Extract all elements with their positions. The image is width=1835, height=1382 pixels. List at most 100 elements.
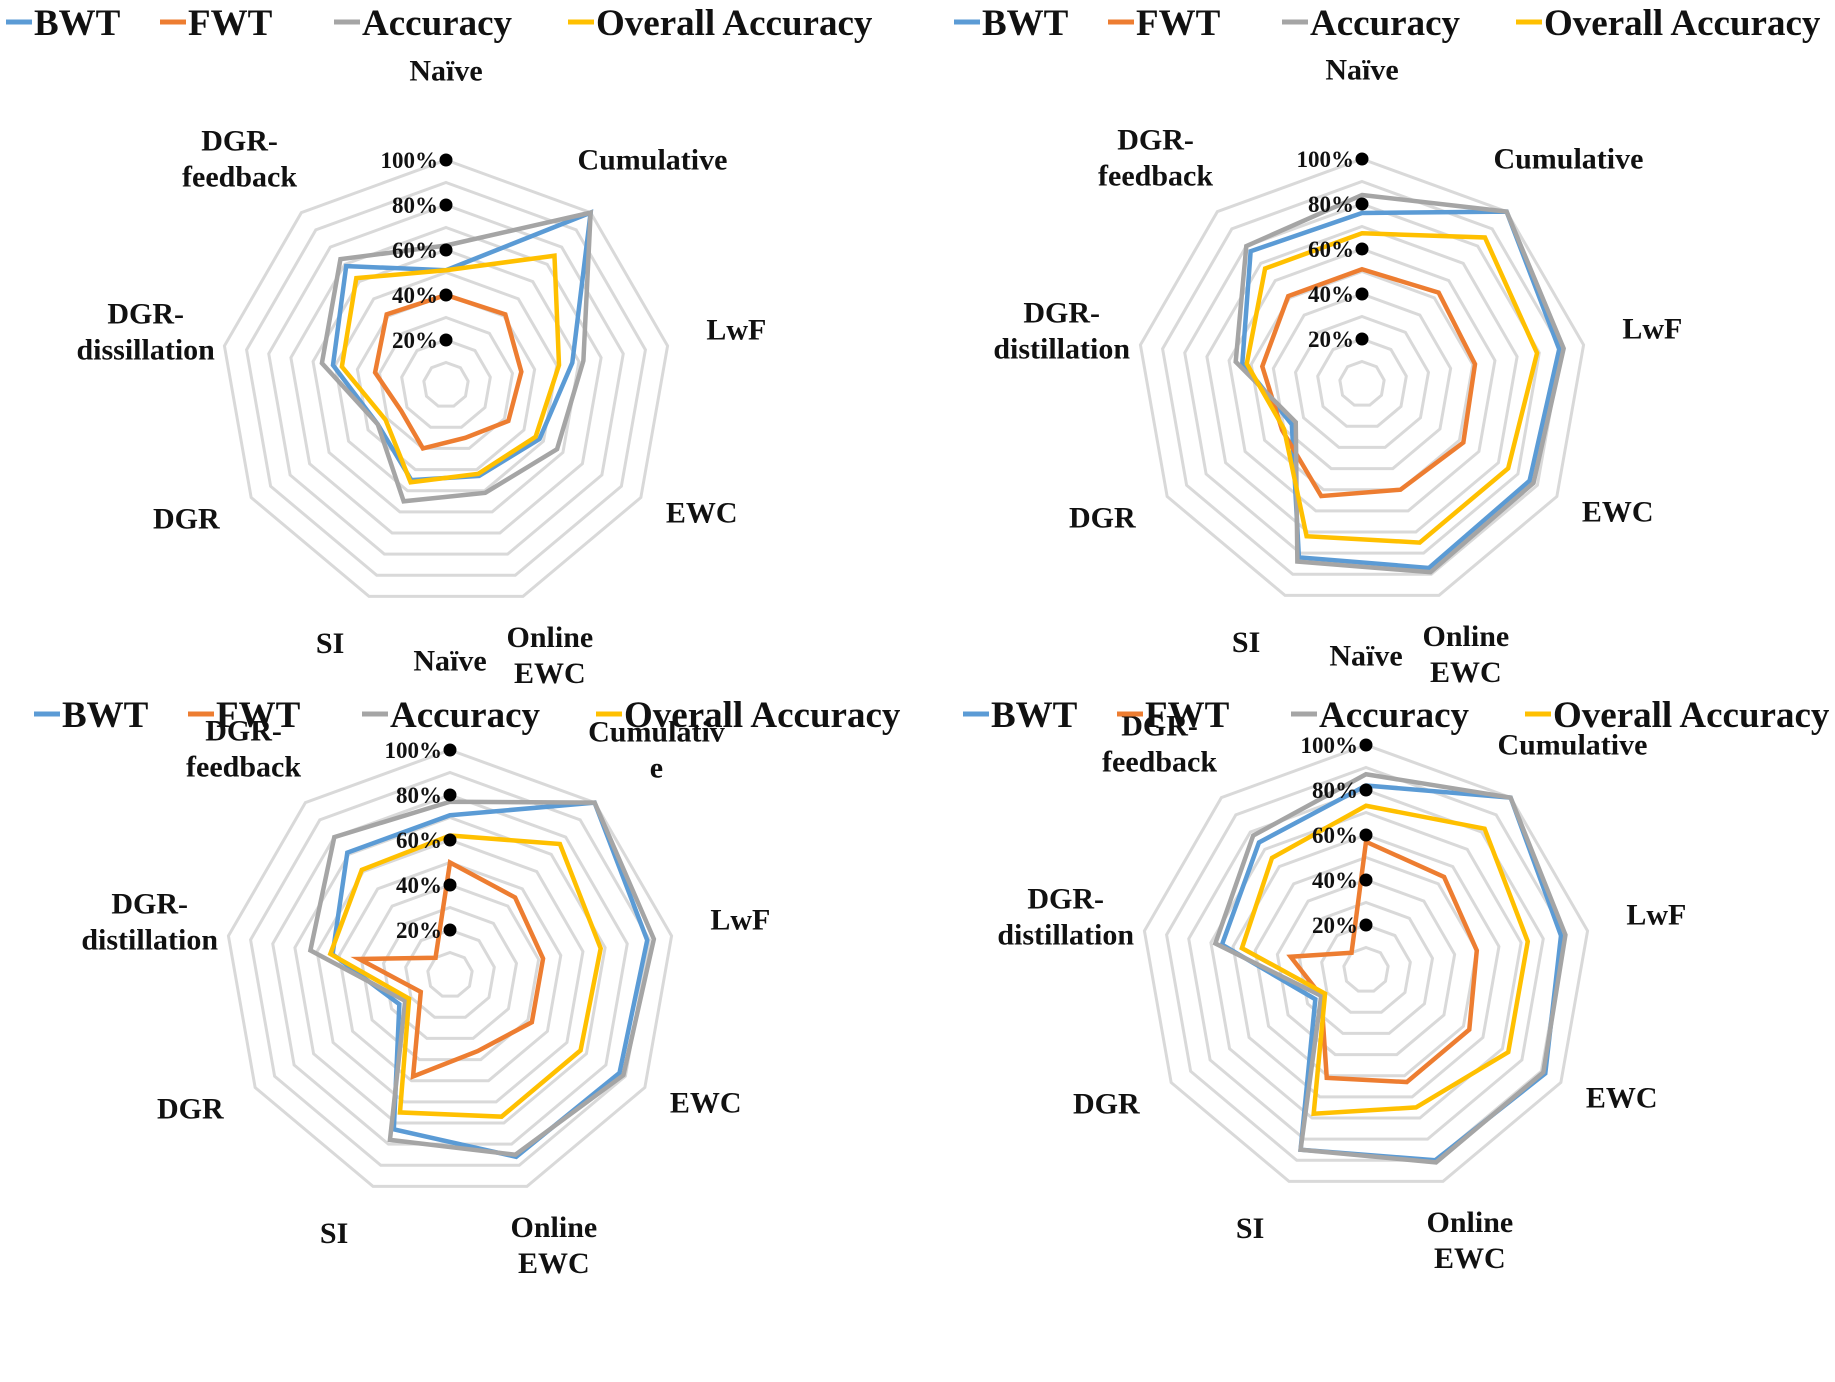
category-label-na-ve: Naïve <box>1329 640 1402 673</box>
category-label-online-ewc: Online EWC <box>1423 620 1510 689</box>
legend-item-accuracy: Accuracy <box>1282 3 1460 44</box>
tick-label: 80% <box>1308 192 1354 217</box>
series-overall-accuracy <box>339 253 562 485</box>
category-label-na-ve: Naïve <box>409 55 482 88</box>
grid-ring <box>1227 247 1497 513</box>
legend-label: Overall Accuracy <box>1544 3 1821 44</box>
tick-marker <box>443 923 457 937</box>
radar-chart-1: 20% 40% 60% 80% 100% Naïve Cumulative LwF EWC Onl… <box>6 3 873 690</box>
legend-item-fwt: FWT <box>1117 695 1230 736</box>
series-fwt <box>350 859 546 1080</box>
radar-grid <box>226 748 674 1188</box>
category-label-na-ve: Naïve <box>1325 54 1398 87</box>
tick-label: 20% <box>392 328 438 353</box>
tick-marker <box>1355 152 1369 166</box>
legend-item-overall-accuracy: Overall Accuracy <box>568 3 873 44</box>
radar-grid <box>1138 157 1586 597</box>
series-fwt <box>372 292 524 452</box>
legend-item-fwt: FWT <box>1108 3 1221 44</box>
category-label-dgr-feedback: DGR-feedback <box>1098 124 1213 193</box>
tick-marker <box>1359 873 1373 887</box>
tick-marker <box>439 333 453 347</box>
tick-marker <box>1359 828 1373 842</box>
category-label-dgr: DGR <box>153 502 220 535</box>
category-label-lwf: LwF <box>1626 898 1686 931</box>
legend-item-bwt: BWT <box>6 3 121 44</box>
category-label-cumulative: Cumulative <box>577 144 727 177</box>
category-label-ewc: EWC <box>670 1086 742 1119</box>
tick-label: 20% <box>1308 327 1354 352</box>
category-label-ewc: EWC <box>1582 495 1654 528</box>
category-label-cumulative: Cumulative <box>1497 729 1647 762</box>
legend-label: Overall Accuracy <box>596 3 873 44</box>
series-accuracy <box>1212 771 1568 1165</box>
legend: BWT FWT Accuracy Overall Accuracy <box>6 3 873 44</box>
grid-ring <box>1338 359 1386 407</box>
tick-label: 100% <box>381 148 439 173</box>
legend-item-bwt: BWT <box>954 3 1069 44</box>
tick-label: 60% <box>1308 237 1354 262</box>
category-label-si: SI <box>1232 626 1260 659</box>
legend: BWT FWT Accuracy Overall Accuracy <box>954 3 1821 44</box>
tick-label: 60% <box>396 828 442 853</box>
tick-marker <box>439 288 453 302</box>
tick-label: 80% <box>396 783 442 808</box>
category-label-ewc: EWC <box>666 496 738 529</box>
grid-ring <box>1165 765 1567 1162</box>
grid-ring <box>1161 179 1563 576</box>
legend-label: Accuracy <box>1319 695 1469 736</box>
grid-ring <box>1320 923 1412 1014</box>
grid-ring <box>1249 269 1475 492</box>
grid-ring <box>226 748 674 1188</box>
legend-label: Overall Accuracy <box>1553 695 1830 736</box>
tick-label: 100% <box>385 738 443 763</box>
series-overall-accuracy <box>1239 803 1531 1117</box>
tick-marker <box>1359 738 1373 752</box>
grid-ring <box>1142 743 1590 1183</box>
tick-label: 40% <box>392 283 438 308</box>
category-label-dgr-distillation: DGR-distillation <box>81 887 218 956</box>
tick-label: 40% <box>396 873 442 898</box>
tick-marker <box>1355 242 1369 256</box>
legend-item-accuracy: Accuracy <box>1291 695 1469 736</box>
series-accuracy <box>1233 192 1566 575</box>
series-accuracy <box>319 209 594 504</box>
legend-item-bwt: BWT <box>34 695 149 736</box>
legend-item-overall-accuracy: Overall Accuracy <box>596 695 901 736</box>
grid-ring <box>422 360 470 408</box>
grid-ring <box>355 293 537 472</box>
grid-ring <box>222 158 670 598</box>
series-overall-accuracy <box>327 833 604 1119</box>
legend-item-overall-accuracy: Overall Accuracy <box>1516 3 1821 44</box>
category-label-lwf: LwF <box>706 313 766 346</box>
tick-marker <box>1355 332 1369 346</box>
grid-ring <box>1271 292 1453 471</box>
grid-ring <box>271 793 629 1146</box>
tick-marker <box>1359 783 1373 797</box>
tick-label: 60% <box>1312 823 1358 848</box>
radar-chart-3: 20% 40% 60% 80% 100% Naïve Cumulativ e LwF EWC Onl… <box>34 645 901 1280</box>
category-label-na-ve: Naïve <box>413 645 486 678</box>
grid-ring <box>1187 788 1545 1141</box>
category-label-online-ewc: Online EWC <box>507 621 594 690</box>
legend-label: FWT <box>1145 695 1230 736</box>
grid-ring <box>267 203 625 556</box>
grid-ring <box>377 315 515 450</box>
legend-label: BWT <box>34 3 121 44</box>
legend-item-fwt: FWT <box>188 695 301 736</box>
category-label-cumulative: Cumulative <box>1493 143 1643 176</box>
category-label-dgr-distillation: DGR-distillation <box>997 882 1134 951</box>
grid-ring <box>337 860 563 1083</box>
legend-label: BWT <box>991 695 1078 736</box>
category-label-dgr: DGR <box>1073 1087 1140 1120</box>
legend-label: Accuracy <box>362 3 512 44</box>
tick-label: 40% <box>1308 282 1354 307</box>
tick-marker <box>439 198 453 212</box>
category-label-si: SI <box>1236 1212 1264 1245</box>
tick-label: 100% <box>1297 147 1355 172</box>
grid-ring <box>245 180 647 577</box>
grid-ring <box>1275 878 1457 1057</box>
tick-marker <box>443 833 457 847</box>
category-label-si: SI <box>320 1217 348 1250</box>
legend: BWT FWT Accuracy Overall Accuracy <box>963 695 1830 736</box>
